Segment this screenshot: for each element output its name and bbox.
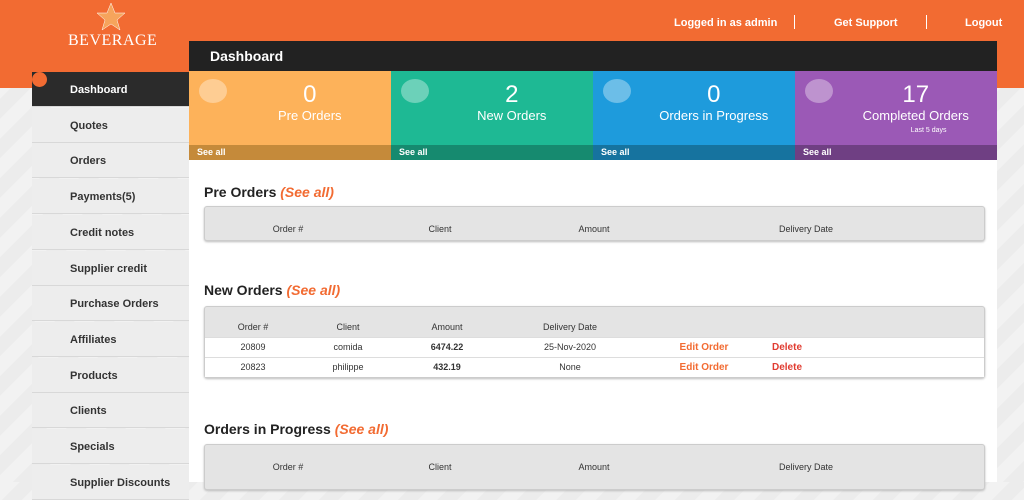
card-link[interactable]: See all — [189, 145, 391, 160]
action-link[interactable]: Edit Order — [679, 362, 729, 373]
column-header: Amount — [578, 224, 610, 234]
table-cell: 20809 — [240, 342, 266, 352]
sidebar-label: Credit notes — [70, 226, 135, 239]
section-title: Pre Orders (See all) — [204, 184, 334, 200]
sidebar-item[interactable]: Dashboard — [32, 72, 189, 107]
column-header: Client — [428, 462, 452, 472]
card-link[interactable]: See all — [391, 145, 593, 160]
see-all-link[interactable]: (See all) — [334, 421, 389, 437]
column-header: Amount — [431, 322, 463, 332]
card-link[interactable]: See all — [593, 145, 795, 160]
stat-card[interactable]: 2 New Orders See all — [391, 71, 593, 160]
table-cell: None — [559, 362, 581, 372]
table-cell: 20823 — [240, 362, 266, 372]
section-heading: New Orders — [204, 282, 283, 298]
card-icon — [199, 79, 227, 103]
stat-card[interactable]: 17 Completed Orders Last 5 days See all — [795, 71, 997, 160]
sidebar-label: Supplier credit — [70, 262, 148, 275]
action-link[interactable]: Edit Order — [679, 342, 729, 353]
separator — [926, 15, 927, 29]
card-value: 0 — [303, 81, 317, 108]
sidebar-item[interactable]: Payments(5) — [32, 179, 189, 215]
section-heading: Orders in Progress — [204, 421, 331, 437]
section-title: Orders in Progress (See all) — [204, 421, 388, 437]
sidebar-item[interactable]: Clients — [32, 393, 189, 429]
card-icon — [603, 79, 631, 103]
sidebar-item[interactable]: Orders — [32, 143, 189, 179]
sidebar-label: Payments(5) — [70, 191, 136, 204]
sidebar-label: Products — [70, 369, 118, 382]
column-header: Order # — [237, 322, 269, 332]
stat-card[interactable]: 0 Pre Orders See all — [189, 71, 391, 160]
table-cell: philippe — [332, 362, 364, 372]
section-title: New Orders (See all) — [204, 282, 340, 298]
table-row: 20809 comida 6474.22 25-Nov-2020 Edit Order D… — [205, 337, 984, 357]
sidebar-label: Purchase Orders — [70, 298, 159, 311]
card-link[interactable]: See all — [795, 145, 997, 160]
sidebar-label: Supplier Discounts — [70, 476, 171, 489]
table-cell: 25-Nov-2020 — [543, 342, 597, 352]
user-label: Logged in as admin — [674, 17, 778, 29]
column-header: Delivery Date — [542, 322, 598, 332]
logout-link[interactable]: Logout — [965, 17, 1003, 29]
column-header: Order # — [272, 462, 304, 472]
separator — [794, 15, 795, 29]
card-value: 17 — [902, 81, 930, 108]
table-cell: 6474.22 — [430, 342, 464, 352]
sidebar-item[interactable]: Supplier credit — [32, 250, 189, 286]
card-label: Pre Orders — [277, 108, 342, 123]
card-icon — [401, 79, 429, 103]
column-header: Client — [336, 322, 360, 332]
sidebar-item[interactable]: Quotes — [32, 107, 189, 143]
sidebar-item[interactable]: Supplier Discounts — [32, 464, 189, 500]
sidebar-icon — [32, 72, 47, 87]
sidebar-item[interactable]: Affiliates — [32, 321, 189, 357]
table-cell: 432.19 — [433, 362, 461, 372]
sidebar-item[interactable]: Products — [32, 357, 189, 393]
card-value: 2 — [505, 81, 519, 108]
see-all-link[interactable]: (See all) — [280, 184, 334, 200]
card-icon — [805, 79, 833, 103]
card-label: Orders in Progress — [659, 108, 769, 123]
sidebar-label: Orders — [70, 155, 107, 168]
sidebar-label: Specials — [70, 441, 115, 453]
sidebar-item[interactable]: Specials — [32, 429, 189, 464]
see-all-link[interactable]: (See all) — [286, 282, 341, 298]
table: Order # Client Amount Delivery Date — [204, 444, 985, 490]
sidebar-label: Dashboard — [70, 84, 128, 96]
action-link[interactable]: Delete — [771, 342, 803, 353]
sidebar-label: Clients — [70, 405, 107, 418]
table: Order # Client Amount Delivery Date 20809 com… — [204, 306, 985, 378]
table: Order # Client Amount Delivery Date — [204, 206, 985, 241]
column-header: Amount — [578, 462, 610, 472]
table-cell: comida — [333, 342, 363, 352]
card-note: Last 5 days — [910, 127, 947, 134]
action-link[interactable]: Delete — [771, 362, 803, 373]
panel-title: Dashboard — [189, 41, 997, 71]
support-link[interactable]: Get Support — [834, 17, 898, 29]
sidebar-label: Affiliates — [70, 333, 117, 346]
logo-text: BEVERAGE — [68, 32, 158, 49]
sidebar-item[interactable]: Credit notes — [32, 214, 189, 250]
table-row: 20823 philippe 432.19 None Edit Order Delete — [205, 357, 984, 377]
card-label: Completed Orders — [862, 108, 969, 123]
logo-star — [96, 2, 126, 31]
card-value: 0 — [707, 81, 721, 108]
section-heading: Pre Orders — [204, 184, 277, 200]
sidebar-label: Quotes — [70, 119, 108, 132]
column-header: Client — [428, 224, 452, 234]
stat-card[interactable]: 0 Orders in Progress See all — [593, 71, 795, 160]
column-header: Order # — [272, 224, 304, 234]
card-label: New Orders — [477, 108, 547, 123]
column-header: Delivery Date — [778, 224, 834, 234]
sidebar-item[interactable]: Purchase Orders — [32, 286, 189, 322]
column-header: Delivery Date — [778, 462, 834, 472]
